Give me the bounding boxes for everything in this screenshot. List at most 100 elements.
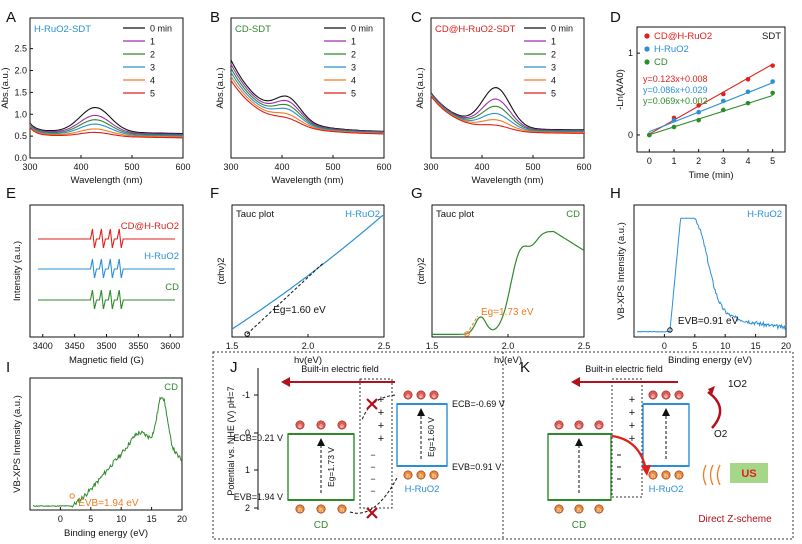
legend-label: 4 [150, 76, 155, 86]
x-axis-label: Time (min) [688, 170, 733, 181]
panel-D: 0 1 2 3 4 5 0 1 Time (min) -Ln(A/A0) SDT CD@H-RuO2 y… [615, 26, 786, 181]
series-0-min [29, 106, 183, 135]
x-tick-label: 2 [696, 156, 701, 166]
hole-label: h [597, 507, 601, 514]
series-4 [230, 76, 384, 134]
x-tick-label: 1 [671, 156, 676, 166]
panel-I: 0 5 10 15 20 Binding energy (eV) VB-XPS Intens… [12, 377, 187, 539]
o2-arrowhead [708, 386, 715, 395]
hole-label: h [677, 473, 681, 480]
electron-label: e [340, 423, 344, 430]
hole-label: h [664, 473, 668, 480]
electron [554, 420, 564, 430]
z-scheme-arrow [611, 434, 648, 471]
blocked-mark [366, 398, 378, 410]
y-tick-label: 2.0 [14, 66, 27, 76]
x-tick-label: 400 [474, 162, 489, 172]
electron-label: e [677, 393, 681, 400]
panel-letter-J: J [230, 359, 238, 376]
x-tick-label: 3400 [33, 341, 53, 351]
x-tick-label: 3600 [160, 341, 180, 351]
legend-label: 1 [551, 37, 556, 47]
y-tick-label: 1 [628, 48, 633, 58]
electron [429, 390, 439, 400]
x-tick-label: 1.5 [226, 341, 239, 351]
panel-letter-I: I [6, 359, 10, 376]
panel-title: SDT [762, 31, 781, 42]
field-arrowhead [281, 377, 290, 387]
electron-label: e [597, 423, 601, 430]
ru-cb-label: ECB=-0.69 V [452, 399, 505, 409]
oxygen-label: O2 [714, 429, 728, 440]
panel-C: 300 400 500 600 Wavelength (nm) Abs.(a.u.) CD@… [415, 17, 592, 186]
eg-marker [464, 331, 470, 337]
x-tick-label: 2.0 [302, 341, 315, 351]
x-axis-label: Wavelength (nm) [472, 175, 544, 186]
y-axis-label: Abs.(a.u.) [415, 67, 426, 108]
ru-label: H-RuO2 [405, 484, 440, 495]
plus-charge: + [629, 407, 635, 419]
y-tick-label: -1 [242, 390, 250, 400]
x-tick-label: 500 [525, 162, 540, 172]
series-1 [430, 93, 584, 132]
electron-label: e [651, 393, 655, 400]
electron-label: e [406, 393, 410, 400]
cd-eg-label: Eg=1.73 V [326, 447, 336, 487]
legend-label: 3 [150, 63, 155, 73]
electron [337, 420, 347, 430]
fit-equation: y=0.123x+0.008 [643, 74, 708, 84]
legend-label: 0 min [351, 24, 373, 34]
plus-charge: + [378, 433, 384, 445]
hole-label: h [432, 473, 436, 480]
x-tick-label: 3450 [65, 341, 85, 351]
field-arrowhead [571, 377, 580, 387]
series-5 [230, 80, 384, 135]
x-tick-label: 20 [781, 341, 791, 351]
x-tick-label: 600 [175, 162, 190, 172]
x-tick-label: 0 [647, 156, 652, 166]
plot-frame [231, 204, 385, 338]
hole [648, 470, 658, 480]
panel-letter-D: D [610, 9, 621, 26]
electron [648, 390, 658, 400]
y-axis-label: (αhν)2 [416, 257, 427, 284]
x-tick-label: 20 [177, 514, 187, 524]
ultrasound-wave [716, 464, 721, 486]
plus-charge: + [629, 433, 635, 445]
tangent-line [466, 315, 479, 335]
hole [574, 504, 584, 514]
electron-label: e [319, 423, 323, 430]
plot-frame [636, 26, 786, 153]
x-tick-label: 5 [770, 156, 775, 166]
minus-charge: − [370, 450, 375, 460]
x-axis-label: Magnetic field (G) [69, 355, 144, 366]
scheme-label: Direct Z-scheme [698, 514, 772, 525]
hole [674, 470, 684, 480]
plus-charge: + [378, 394, 384, 406]
ultrasound-wave [702, 464, 707, 486]
x-tick-label: 2.5 [378, 341, 391, 351]
y-tick-label: 1.5 [14, 87, 27, 97]
plus-charge: + [378, 420, 384, 432]
electron-label: e [664, 393, 668, 400]
ultrasound-label: US [741, 468, 756, 480]
hole [554, 504, 564, 514]
legend-label: 5 [351, 89, 356, 99]
plus-charge: + [629, 420, 635, 432]
panel-letter-H: H [610, 185, 621, 202]
series-label: H-RuO2 [144, 251, 179, 262]
series-5 [29, 127, 184, 139]
electron [295, 420, 305, 430]
data-point [745, 76, 751, 82]
series-label: CD@H-RuO2 [121, 221, 179, 232]
x-tick-label: 0 [662, 341, 667, 351]
legend-label: 3 [551, 63, 556, 73]
x-tick-label: 0 [58, 514, 63, 524]
legend-label: 5 [150, 89, 155, 99]
data-point [770, 79, 775, 84]
chart-title: Tauc plot [436, 209, 474, 220]
fit-line [649, 82, 773, 133]
y-axis-label: VB-XPS Intensity (a.u.) [616, 222, 627, 320]
legend-label: 2 [551, 50, 556, 60]
blocked-mark [366, 507, 378, 519]
